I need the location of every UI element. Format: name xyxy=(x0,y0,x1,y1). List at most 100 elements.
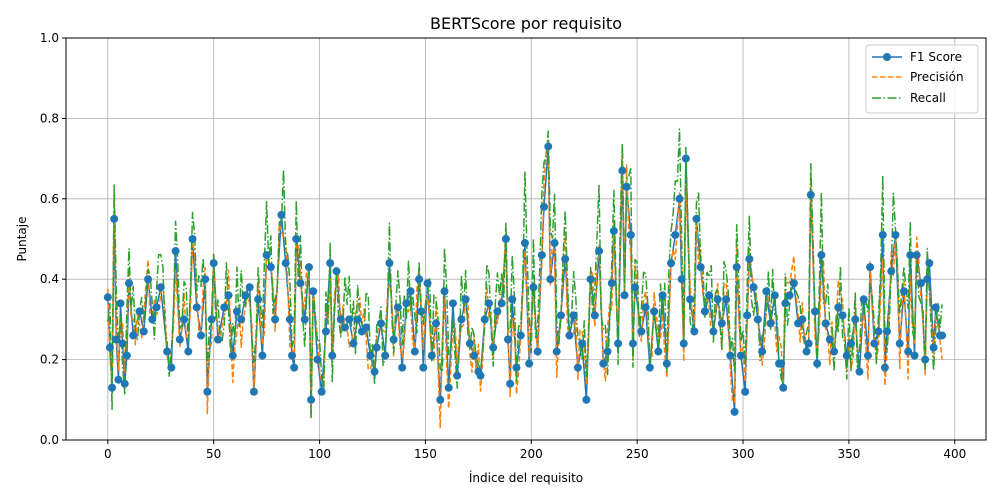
f1-point xyxy=(116,299,125,308)
f1-point xyxy=(304,263,313,272)
legend-marker-f1 xyxy=(883,53,891,61)
f1-point xyxy=(938,331,947,340)
f1-point xyxy=(529,283,538,292)
f1-point xyxy=(838,311,847,320)
f1-point xyxy=(662,359,671,368)
f1-point xyxy=(326,259,335,268)
f1-point xyxy=(804,339,813,348)
x-tick-label: 0 xyxy=(104,447,112,461)
f1-point xyxy=(461,295,470,304)
y-tick-label: 0.4 xyxy=(40,272,59,286)
f1-point xyxy=(556,311,565,320)
f1-point xyxy=(696,263,705,272)
f1-point xyxy=(618,166,627,175)
f1-point xyxy=(480,315,489,324)
f1-point xyxy=(224,291,233,300)
f1-point xyxy=(550,239,559,248)
f1-point xyxy=(440,287,449,296)
f1-point xyxy=(590,311,599,320)
f1-point xyxy=(552,347,561,356)
f1-point xyxy=(188,235,197,243)
f1-point xyxy=(626,230,635,239)
f1-point xyxy=(493,307,502,316)
f1-point xyxy=(677,275,686,284)
f1-point xyxy=(139,327,148,336)
f1-point xyxy=(385,259,394,268)
f1-point xyxy=(781,299,790,308)
f1-point xyxy=(381,351,390,360)
f1-point xyxy=(152,303,161,312)
f1-point xyxy=(201,275,210,284)
f1-point xyxy=(599,359,608,368)
f1-point xyxy=(641,303,650,312)
x-tick-label: 200 xyxy=(520,447,543,461)
f1-point xyxy=(851,315,860,324)
f1-point xyxy=(167,363,176,372)
f1-point xyxy=(895,339,904,348)
chart-title: BERTScore por requisito xyxy=(430,14,622,33)
f1-point xyxy=(288,351,297,360)
f1-point xyxy=(122,351,131,360)
f1-point xyxy=(508,295,517,304)
f1-point xyxy=(692,214,701,223)
f1-point xyxy=(806,190,815,199)
ticks: 0 50 100 150 200 250 300 350 400 0.0 0.2 0.4 0.6 0.8 1… xyxy=(40,31,966,461)
x-tick-label: 350 xyxy=(837,447,860,461)
f1-point xyxy=(650,307,659,316)
f1-point xyxy=(512,363,521,372)
f1-point xyxy=(285,315,294,324)
f1-point xyxy=(237,315,246,324)
f1-point xyxy=(620,291,629,300)
f1-point xyxy=(171,247,180,256)
f1-point xyxy=(770,291,779,300)
f1-point xyxy=(362,323,371,332)
f1-point xyxy=(292,235,301,243)
f1-point xyxy=(758,347,767,356)
f1-point xyxy=(489,343,498,352)
f1-point xyxy=(582,395,591,404)
f1-point xyxy=(281,259,290,268)
f1-point xyxy=(870,339,879,348)
f1-point xyxy=(834,303,843,312)
f1-point xyxy=(779,383,788,392)
f1-point xyxy=(175,335,184,344)
f1-point xyxy=(821,319,830,328)
f1-point xyxy=(690,327,699,336)
f1-point xyxy=(372,343,381,352)
f1-point xyxy=(533,347,542,356)
y-tick-label: 0.8 xyxy=(40,111,59,125)
x-tick-label: 300 xyxy=(732,447,755,461)
x-tick-label: 250 xyxy=(626,447,649,461)
f1-point xyxy=(296,279,305,288)
f1-point xyxy=(906,251,915,260)
f1-point xyxy=(406,287,415,296)
y-axis-label: Puntaje xyxy=(15,216,29,261)
f1-point xyxy=(931,303,940,312)
f1-point xyxy=(207,315,216,324)
f1-point xyxy=(108,383,117,392)
f1-point xyxy=(561,255,570,264)
f1-point xyxy=(436,395,445,404)
f1-point xyxy=(717,319,726,328)
f1-point xyxy=(241,291,250,300)
f1-point xyxy=(741,387,750,396)
f1-point xyxy=(520,239,529,248)
f1-point xyxy=(745,255,754,264)
f1-point xyxy=(290,363,299,372)
f1-point xyxy=(427,351,436,360)
legend-label-recall: Recall xyxy=(910,91,946,105)
f1-point xyxy=(124,279,133,288)
f1-point xyxy=(671,230,680,239)
y-tick-label: 1.0 xyxy=(40,31,59,45)
f1-point xyxy=(916,279,925,288)
f1-point xyxy=(144,275,153,284)
f1-point xyxy=(105,343,114,352)
f1-point xyxy=(271,315,280,324)
legend-box xyxy=(865,44,979,114)
f1-point xyxy=(120,379,129,388)
f1-point xyxy=(453,371,462,380)
f1-point xyxy=(336,315,345,324)
f1-point xyxy=(129,331,138,340)
f1-point xyxy=(277,210,286,219)
f1-point xyxy=(726,351,735,360)
